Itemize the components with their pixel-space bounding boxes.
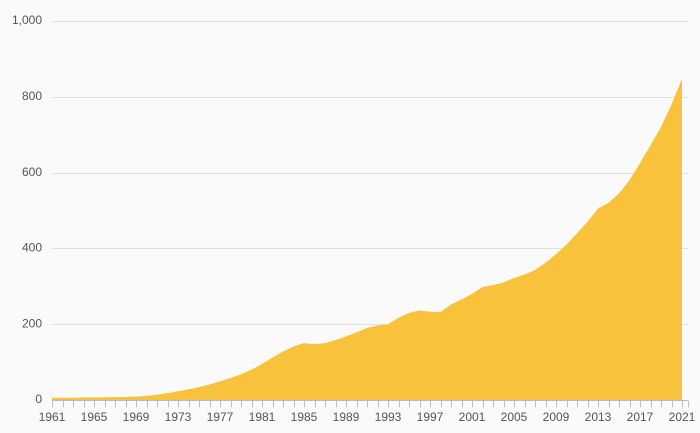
x-tick-label: 1985 (291, 410, 318, 424)
y-tick-label: 200 (22, 316, 42, 330)
x-tick-label: 2001 (459, 410, 486, 424)
y-axis-tick-labels: 0 200 400 600 800 1,000 (12, 13, 42, 406)
area-series-path (52, 78, 682, 401)
x-tick-label: 1989 (333, 410, 360, 424)
x-tick-label: 1961 (39, 410, 66, 424)
y-tick-label: 600 (22, 165, 42, 179)
x-tick-label: 2009 (543, 410, 570, 424)
x-tick-label: 1973 (165, 410, 192, 424)
y-tick-label: 400 (22, 241, 42, 255)
x-tick-label: 2021 (669, 410, 696, 424)
x-tick-label: 2005 (501, 410, 528, 424)
x-tick-label: 2013 (585, 410, 612, 424)
x-tick-label: 1969 (123, 410, 150, 424)
x-axis-ticks (52, 400, 683, 408)
y-tick-label: 1,000 (12, 13, 42, 27)
x-tick-label: 1981 (249, 410, 276, 424)
x-tick-label: 2017 (627, 410, 654, 424)
x-tick-label: 1997 (417, 410, 444, 424)
x-tick-label: 1977 (207, 410, 234, 424)
area-series-group (52, 78, 682, 401)
y-tick-label: 800 (22, 89, 42, 103)
x-axis-tick-labels: 1961 1965 1969 1973 1977 1981 1985 1989 1993 1997… (39, 410, 696, 424)
x-tick-label: 1965 (81, 410, 108, 424)
y-tick-label: 0 (35, 392, 42, 406)
x-tick-label: 1993 (375, 410, 402, 424)
